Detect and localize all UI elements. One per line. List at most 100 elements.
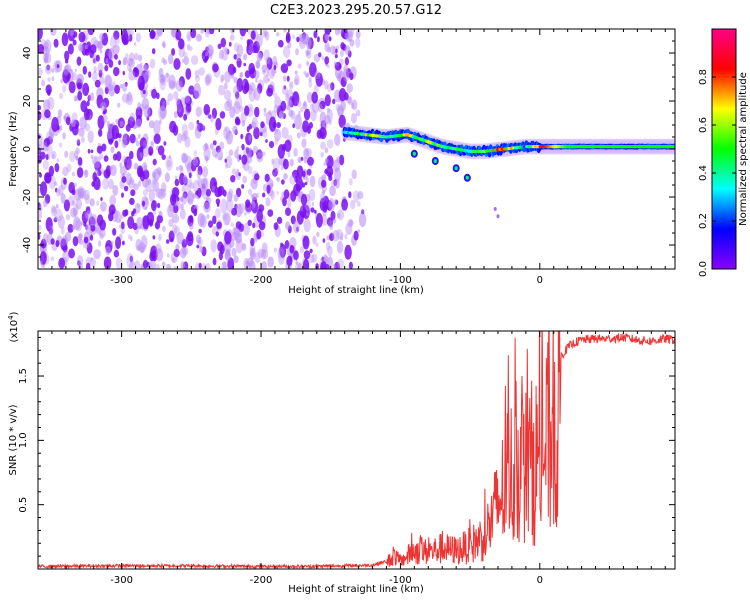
noise-blob — [272, 168, 278, 177]
noise-blob — [40, 181, 48, 197]
noise-blob — [293, 220, 300, 234]
noise-blob — [212, 215, 217, 225]
noise-blob — [149, 252, 155, 262]
noise-blob — [100, 101, 107, 111]
noise-blob — [339, 236, 344, 241]
noise-blob — [56, 158, 60, 163]
noise-blob — [168, 154, 172, 160]
noise-blob — [227, 257, 235, 269]
noise-blob — [244, 212, 247, 216]
noise-blob — [206, 44, 213, 58]
noise-blob — [196, 33, 202, 42]
noise-blob — [112, 153, 118, 161]
noise-blob — [328, 220, 333, 228]
noise-blob — [268, 116, 277, 132]
noise-blob — [38, 29, 43, 40]
noise-blob — [221, 261, 228, 269]
noise-blob — [198, 228, 202, 234]
noise-blob — [266, 184, 271, 194]
noise-blob — [155, 248, 164, 262]
noise-blob — [235, 203, 243, 218]
noise-blob — [121, 29, 129, 44]
noise-blob — [231, 207, 238, 216]
noise-blob — [130, 189, 136, 197]
noise-blob — [346, 83, 353, 94]
noise-blob — [263, 74, 269, 84]
noise-blob — [99, 228, 106, 238]
noise-blob — [340, 42, 345, 50]
noise-blob — [112, 184, 119, 196]
noise-blob — [355, 109, 361, 117]
snr-frame — [37, 330, 676, 570]
noise-blob — [181, 186, 185, 192]
noise-blob — [51, 76, 55, 82]
noise-blob — [240, 36, 243, 41]
noise-blob — [50, 238, 55, 245]
noise-blob — [266, 68, 270, 73]
noise-blob — [222, 261, 227, 269]
noise-blob — [209, 29, 215, 35]
noise-blob — [321, 173, 327, 182]
noise-blob — [300, 156, 304, 161]
x-tick-label: -100 — [389, 275, 412, 286]
noise-blob — [109, 165, 113, 171]
noise-blob — [114, 37, 120, 45]
noise-blob — [323, 254, 328, 264]
noise-blob — [45, 217, 53, 232]
noise-blob — [204, 142, 208, 149]
noise-blob — [203, 201, 211, 213]
noise-blob — [159, 119, 162, 125]
noise-blob — [111, 210, 115, 215]
noise-blob — [89, 44, 97, 54]
noise-blob — [187, 199, 191, 203]
noise-blob — [276, 176, 280, 182]
noise-blob — [336, 240, 344, 254]
noise-blob — [331, 179, 336, 188]
noise-blob — [329, 185, 336, 197]
noise-blob — [197, 165, 203, 176]
noise-blob — [102, 177, 109, 190]
noise-blob — [297, 263, 302, 269]
noise-blob — [137, 180, 142, 187]
noise-blob — [267, 78, 271, 82]
noise-blob — [139, 171, 145, 182]
noise-blob — [305, 49, 309, 56]
noise-blob — [142, 161, 148, 172]
noise-blob — [242, 243, 246, 250]
noise-blob — [351, 113, 357, 124]
noise-blob — [104, 74, 112, 89]
figure-title: C2E3.2023.295.20.57.G12 — [270, 3, 442, 18]
noise-blob — [319, 111, 327, 126]
noise-blob — [342, 68, 350, 82]
noise-blob — [130, 236, 133, 242]
noise-blob — [180, 261, 185, 269]
x-tick-label: -300 — [110, 575, 133, 586]
noise-blob — [144, 206, 148, 211]
noise-blob — [272, 56, 278, 66]
noise-blob — [297, 63, 302, 69]
noise-blob — [71, 171, 76, 177]
noise-blob — [128, 67, 132, 73]
noise-blob — [283, 189, 290, 199]
noise-blob — [100, 168, 104, 174]
noise-blob — [141, 71, 144, 76]
noise-blob — [189, 222, 194, 230]
noise-blob — [320, 191, 326, 203]
noise-blob — [43, 57, 48, 64]
noise-blob — [271, 158, 275, 165]
noise-blob — [324, 94, 331, 107]
noise-blob — [72, 39, 77, 46]
noise-blob — [99, 33, 104, 42]
noise-blob — [343, 64, 349, 73]
noise-blob — [326, 139, 334, 149]
noise-blob — [337, 209, 345, 221]
noise-blob — [280, 165, 284, 171]
noise-blob — [262, 183, 267, 192]
noise-blob — [145, 69, 149, 76]
noise-blob — [233, 194, 239, 202]
noise-blob — [312, 235, 317, 245]
noise-blob — [210, 239, 217, 253]
noise-blob — [147, 178, 151, 184]
noise-blob — [304, 181, 308, 186]
noise-blob — [265, 197, 271, 207]
